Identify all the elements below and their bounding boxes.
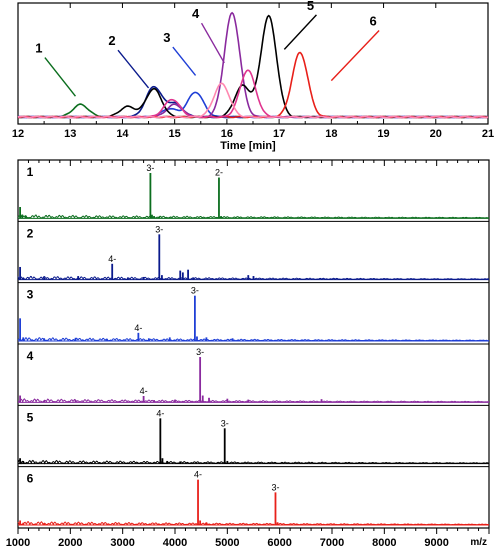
baseline-noise <box>17 214 490 219</box>
peak-annotation-label: 1 <box>35 41 42 56</box>
annotation-leader-line <box>283 14 317 50</box>
x-tick-label: 8000 <box>372 537 396 549</box>
chromatogram-frame <box>17 2 489 125</box>
series-line <box>17 14 489 119</box>
peak-annotation-label: 3 <box>163 30 170 45</box>
x-tick-label: 16 <box>221 128 233 140</box>
panel-label: 1 <box>27 165 34 179</box>
charge-state-label: 3- <box>155 224 163 234</box>
panel-label: 5 <box>27 410 34 424</box>
annotation-leader-line <box>44 57 76 97</box>
x-tick-label: 18 <box>325 128 337 140</box>
peak-annotation-label: 4 <box>192 6 200 21</box>
x-tick-label: 17 <box>273 128 285 140</box>
annotation-leader-line <box>117 49 150 89</box>
series-line <box>18 51 489 119</box>
x-tick-label: 5000 <box>215 537 239 549</box>
charge-state-label: 3- <box>196 347 204 357</box>
x-tick-label: 19 <box>377 128 389 140</box>
charge-state-label: 3- <box>221 418 229 428</box>
x-tick-label: 9000 <box>424 537 448 549</box>
charge-state-label: 3- <box>146 163 154 173</box>
charge-state-label: 4- <box>134 323 142 333</box>
baseline-noise <box>17 520 490 526</box>
charge-state-label: 3- <box>191 286 199 296</box>
annotation-leader-line <box>200 22 225 64</box>
series-line <box>17 82 489 119</box>
charge-state-label: 4- <box>194 470 202 480</box>
x-tick-label: 3000 <box>110 537 134 549</box>
charge-state-label: 4- <box>108 254 116 264</box>
x-tick-label: 12 <box>12 128 24 140</box>
series-line <box>17 103 489 119</box>
panel-label: 2 <box>27 226 34 240</box>
mass-spectra-panel: 1 3- 2- 2 4- 3- 3 4- 3- 4 4- 3- 5 4- 3- 6 4- 3- 1000 2000 30… <box>6 159 490 549</box>
baseline-noise <box>17 398 490 404</box>
charge-state-label: 4- <box>156 408 164 418</box>
charge-state-label: 2- <box>215 168 223 178</box>
peak-annotation-label: 6 <box>369 13 376 28</box>
x-tick-label: 21 <box>482 128 494 140</box>
x-axis-label: m/z <box>470 537 487 548</box>
annotation-leader-line <box>330 29 380 82</box>
charge-state-label: 3- <box>271 482 279 492</box>
x-axis-label: Time [min] <box>220 140 276 152</box>
baseline-noise <box>17 337 489 342</box>
panel-label: 3 <box>27 288 34 302</box>
x-tick-label: 15 <box>169 128 181 140</box>
panel-label: 4 <box>27 349 34 363</box>
x-tick-label: 20 <box>430 128 442 140</box>
peak-annotation-label: 5 <box>307 0 314 13</box>
x-tick-label: 2000 <box>58 537 82 549</box>
x-tick-label: 7000 <box>320 537 344 549</box>
panel-label: 6 <box>27 472 34 486</box>
x-tick-label: 6000 <box>267 537 291 549</box>
charge-state-label: 4- <box>140 386 148 396</box>
annotation-leader-line <box>172 46 197 76</box>
series-line <box>17 11 489 119</box>
x-tick-label: 1000 <box>6 537 30 549</box>
x-tick-label: 4000 <box>163 537 187 549</box>
x-tick-label: 13 <box>64 128 76 140</box>
peak-annotation-label: 2 <box>108 33 115 48</box>
x-tick-label: 14 <box>116 128 129 140</box>
baseline-noise <box>17 459 490 465</box>
